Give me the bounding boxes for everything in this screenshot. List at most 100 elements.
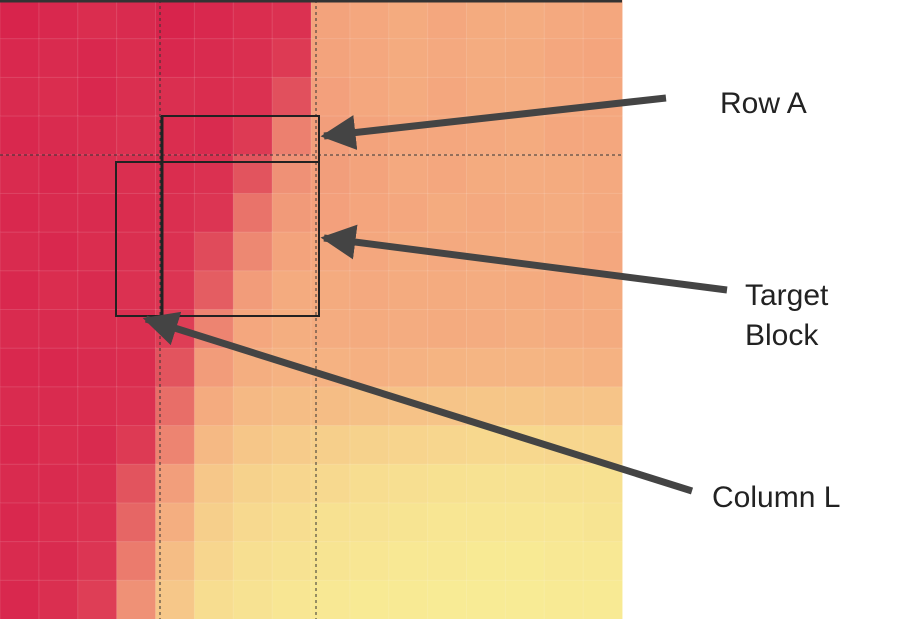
heatmap-cell <box>466 309 507 350</box>
heatmap-cell <box>0 502 40 543</box>
heatmap-cell <box>271 38 313 79</box>
heatmap-cell <box>504 154 546 195</box>
heatmap-cell <box>0 154 40 195</box>
heatmap-cell <box>77 309 118 350</box>
heatmap-cell <box>38 154 79 195</box>
heatmap-cell <box>116 541 157 582</box>
heatmap-cell <box>349 192 390 234</box>
heatmap-cell <box>349 502 390 543</box>
heatmap-cell <box>271 192 313 234</box>
heatmap-cell <box>38 541 79 582</box>
heatmap-cell <box>388 309 429 350</box>
heatmap-cell <box>38 270 79 311</box>
heatmap-cell <box>77 502 118 543</box>
target-block-label-line2: Block <box>745 319 819 352</box>
heatmap-cell <box>77 541 118 582</box>
heatmap-cell <box>388 270 429 311</box>
heatmap-cell <box>543 463 585 504</box>
heatmap-cell <box>193 192 235 234</box>
heatmap-cell <box>38 231 79 272</box>
heatmap-cell <box>543 502 585 543</box>
heatmap-cell <box>116 270 157 311</box>
heatmap-cell <box>0 192 40 234</box>
heatmap-cell <box>0 425 40 466</box>
heatmap-cell <box>232 270 274 311</box>
heatmap-cell <box>116 192 157 234</box>
heatmap-cell <box>232 579 274 619</box>
heatmap-cell <box>77 115 118 156</box>
heatmap-cell <box>77 154 118 195</box>
heatmap-cell <box>193 579 235 619</box>
heatmap-cell <box>427 463 468 504</box>
heatmap-cell <box>155 463 196 504</box>
heatmap-cell <box>310 270 351 311</box>
heatmap-cell <box>543 270 585 311</box>
heatmap-cell <box>427 38 468 79</box>
heatmap-cell <box>504 115 546 156</box>
heatmap-cell <box>232 154 274 195</box>
heatmap-cell <box>0 386 40 427</box>
heatmap-cell <box>232 0 274 40</box>
heatmap-cell <box>116 76 157 118</box>
heatmap-cell <box>232 386 274 427</box>
heatmap-cell <box>0 76 40 118</box>
heatmap-cell <box>0 347 40 388</box>
row-a-label: Row A <box>720 87 807 120</box>
heatmap-cell <box>77 347 118 388</box>
heatmap-cell <box>466 579 507 619</box>
heatmap-cell <box>349 463 390 504</box>
heatmap-cell <box>193 115 235 156</box>
heatmap-cell <box>388 38 429 79</box>
heatmap-cell <box>582 154 624 195</box>
heatmap-cell <box>466 502 507 543</box>
heatmap-cell <box>427 425 468 466</box>
heatmap-cell <box>0 231 40 272</box>
heatmap-cell <box>310 0 351 40</box>
heatmap-cell <box>427 347 468 388</box>
heatmap-cell <box>388 154 429 195</box>
heatmap-cell <box>466 76 507 118</box>
heatmap-cell <box>38 0 79 40</box>
heatmap-cell <box>155 76 196 118</box>
heatmap-cell <box>38 38 79 79</box>
heatmap-cell <box>0 38 40 79</box>
heatmap-cell <box>504 309 546 350</box>
heatmap-cell <box>77 463 118 504</box>
row-a-arrow <box>320 94 667 150</box>
heatmap-cell <box>271 76 313 118</box>
target-block-label: Target Block <box>745 276 828 356</box>
heatmap-cell <box>466 192 507 234</box>
heatmap-cell <box>116 0 157 40</box>
heatmap-cell <box>38 463 79 504</box>
heatmap-cell <box>504 192 546 234</box>
heatmap-cell <box>193 463 235 504</box>
heatmap-cell <box>232 541 274 582</box>
heatmap-cell <box>38 115 79 156</box>
heatmap-cell <box>232 231 274 272</box>
heatmap-cell <box>504 502 546 543</box>
heatmap-cell <box>271 115 313 156</box>
heatmap-cell <box>427 309 468 350</box>
heatmap-cell <box>427 270 468 311</box>
heatmap-cell <box>427 541 468 582</box>
heatmap-cell <box>116 425 157 466</box>
heatmap-cell <box>193 425 235 466</box>
heatmap-cell <box>271 0 313 40</box>
heatmap-cell <box>466 154 507 195</box>
heatmap-cell <box>0 309 40 350</box>
heatmap-cell <box>504 0 546 40</box>
heatmap-cell <box>388 541 429 582</box>
heatmap-cell <box>271 502 313 543</box>
heatmap-cell <box>271 541 313 582</box>
heatmap-cell <box>193 541 235 582</box>
heatmap-cell <box>388 192 429 234</box>
heatmap-cell <box>349 270 390 311</box>
heatmap-cell <box>466 270 507 311</box>
heatmap-cell <box>466 38 507 79</box>
heatmap-cell <box>349 0 390 40</box>
heatmap-cell <box>77 0 118 40</box>
heatmap-cell <box>466 463 507 504</box>
heatmap-cell <box>77 386 118 427</box>
heatmap-cell <box>232 192 274 234</box>
heatmap-cell <box>504 541 546 582</box>
